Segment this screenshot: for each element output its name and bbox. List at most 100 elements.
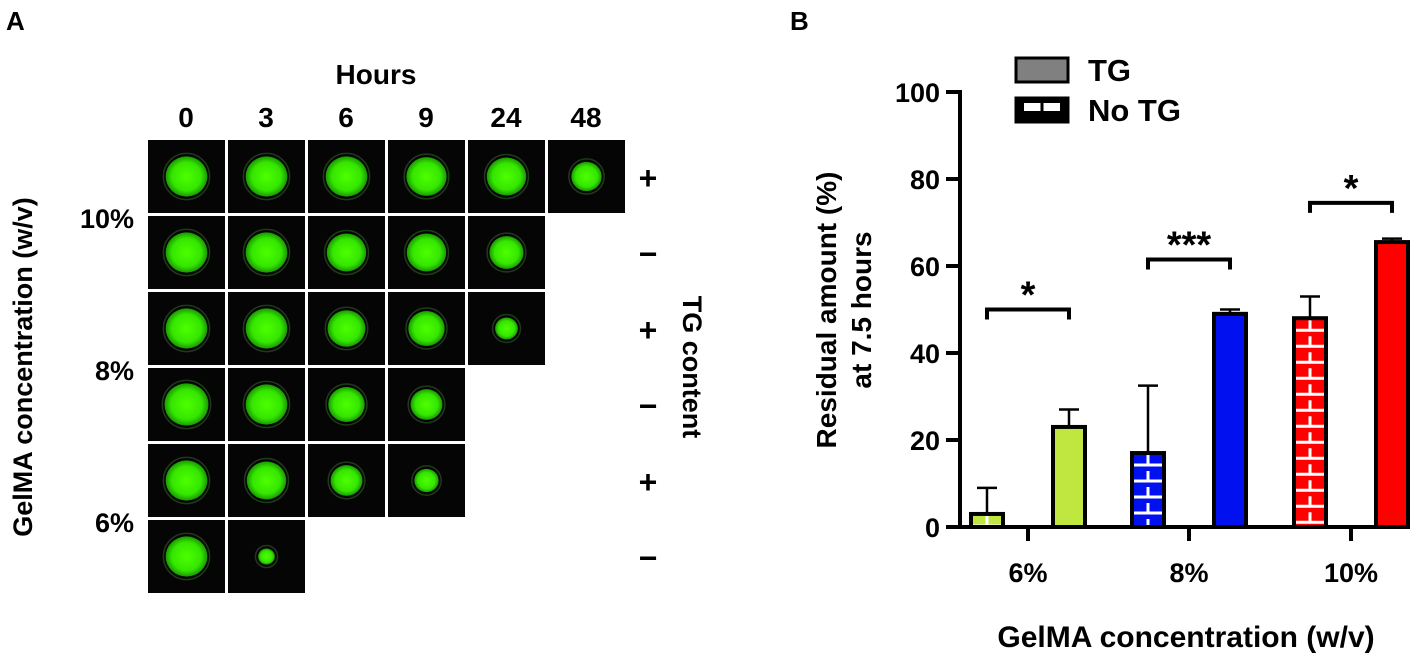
y-axis-label-line2: at 7.5 hours bbox=[846, 231, 877, 388]
hydrogel-spot bbox=[406, 233, 447, 272]
significance-marker: * bbox=[1344, 168, 1359, 210]
legend-label: No TG bbox=[1088, 93, 1181, 128]
concentration-labels: 10% 8% 6% bbox=[80, 204, 134, 538]
hydrogel-rim bbox=[322, 152, 371, 201]
hydrogel-rim bbox=[242, 228, 291, 277]
hydrogel-rim bbox=[162, 304, 211, 353]
bar-chart: 0 20 40 60 80 100 6% * 8% *** 10% * bbox=[895, 78, 1410, 588]
bar-pattern bbox=[1296, 320, 1324, 525]
significance-bracket bbox=[1308, 200, 1394, 213]
hydrogel-rim bbox=[161, 379, 212, 430]
y-tick-label: 60 bbox=[910, 252, 940, 282]
hydrogel-spot bbox=[489, 236, 524, 269]
hydrogel-spot bbox=[408, 310, 445, 347]
hydrogel-spot bbox=[328, 386, 365, 423]
bar-outline bbox=[1130, 451, 1166, 529]
hydrogel-rim bbox=[162, 532, 211, 581]
hydrogel-rim bbox=[162, 228, 211, 277]
tg-sign: + bbox=[639, 464, 658, 500]
hydrogel-rim bbox=[407, 385, 446, 424]
hydrogel-rim bbox=[242, 380, 291, 429]
hour-label: 0 bbox=[178, 102, 194, 133]
x-axis-label: GelMA concentration (w/v) bbox=[997, 621, 1374, 654]
hydrogel-spot bbox=[165, 308, 208, 349]
hydrogel-spot bbox=[245, 232, 288, 273]
hydrogel-spot bbox=[495, 317, 518, 340]
hydrogel-spot bbox=[165, 156, 208, 197]
hydrogel-rim bbox=[411, 465, 442, 496]
hydrogel-spot bbox=[165, 460, 208, 501]
hydrogel-rim bbox=[162, 456, 211, 505]
hour-label: 48 bbox=[570, 102, 601, 133]
bar-outline bbox=[1292, 316, 1328, 530]
y-tick-label: 40 bbox=[910, 339, 940, 369]
x-tick-label: 6% bbox=[1008, 558, 1047, 588]
hour-labels: 0 3 6 9 24 48 bbox=[178, 102, 601, 133]
bar bbox=[1376, 242, 1408, 527]
concentration-label: 8% bbox=[95, 356, 134, 386]
legend: TG No TG bbox=[1014, 53, 1181, 128]
legend-item: TG bbox=[1014, 53, 1131, 88]
hydrogel-spot bbox=[327, 310, 366, 347]
tg-sign: − bbox=[639, 388, 658, 424]
bar-outline bbox=[1212, 311, 1248, 529]
hydrogel-spot bbox=[326, 233, 367, 272]
tg-sign-labels: + − + − + − bbox=[639, 160, 658, 576]
hydrogel-rim bbox=[483, 153, 530, 200]
y-tick-label: 100 bbox=[895, 78, 940, 108]
bar-outline bbox=[969, 511, 1005, 530]
bar bbox=[1053, 426, 1085, 527]
y-tick-label: 80 bbox=[910, 165, 940, 195]
hydrogel-spot bbox=[165, 536, 208, 577]
hydrogel-spot bbox=[406, 157, 447, 196]
hydrogel-rim bbox=[403, 229, 450, 276]
significance-bracket bbox=[985, 307, 1071, 320]
gelma-axis-label: GelMA concentration (w/v) bbox=[8, 197, 38, 537]
bar bbox=[1214, 313, 1246, 527]
hydrogel-rim bbox=[242, 304, 291, 353]
hydrogel-rim bbox=[327, 461, 366, 500]
y-tick-label: 0 bbox=[925, 513, 940, 543]
hydrogel-spot bbox=[330, 465, 363, 496]
concentration-label: 10% bbox=[80, 204, 134, 234]
bar-outline bbox=[1374, 240, 1410, 529]
hour-label: 3 bbox=[258, 102, 274, 133]
legend-item: No TG bbox=[1014, 93, 1181, 128]
panel-a: A Hours 0 3 6 9 24 48 10% 8% 6% + − + − + − GelMA co… bbox=[6, 6, 707, 593]
hydrogel-rim bbox=[325, 383, 368, 426]
hydrogel-spot bbox=[325, 156, 368, 197]
hydrogel-rim bbox=[568, 158, 605, 195]
hour-label: 24 bbox=[490, 102, 522, 133]
hydrogel-rim bbox=[491, 313, 522, 344]
legend-label: TG bbox=[1088, 53, 1131, 88]
hydrogel-spot bbox=[164, 383, 209, 426]
hydrogel-rim bbox=[486, 232, 527, 273]
tg-sign: − bbox=[639, 236, 658, 272]
panel-b-letter: B bbox=[790, 6, 809, 36]
hydrogel-rim bbox=[323, 229, 370, 276]
hydrogel-spot bbox=[486, 157, 527, 196]
hydrogel-spot bbox=[245, 308, 288, 349]
tg-content-label: TG content bbox=[677, 296, 707, 439]
hydrogel-rim bbox=[254, 544, 279, 569]
tg-sign: − bbox=[639, 540, 658, 576]
panel-b: B TG No TG 0 20 40 60 80 100 6% * 8% *** 10% * Resid… bbox=[790, 6, 1410, 654]
bar-outline bbox=[1051, 424, 1087, 530]
y-tick-label: 20 bbox=[910, 426, 940, 456]
significance-bracket bbox=[1146, 257, 1232, 270]
significance-marker: * bbox=[1021, 275, 1036, 317]
hydrogel-spot bbox=[410, 389, 443, 420]
significance-marker: *** bbox=[1167, 224, 1212, 266]
hydrogel-rim bbox=[242, 152, 291, 201]
x-tick-label: 8% bbox=[1169, 558, 1208, 588]
hydrogel-rim bbox=[405, 307, 448, 350]
tg-sign: + bbox=[639, 312, 658, 348]
hydrogel-rim bbox=[243, 457, 290, 504]
x-tick-label: 10% bbox=[1324, 558, 1378, 588]
hydrogel-spot bbox=[258, 548, 275, 565]
fluorescence-image-grid bbox=[148, 140, 625, 593]
hydrogel-spot bbox=[246, 461, 287, 500]
hydrogel-spot bbox=[245, 156, 288, 197]
y-axis-label-line1: Residual amount (%) bbox=[811, 172, 842, 449]
hydrogel-spot bbox=[571, 161, 602, 192]
